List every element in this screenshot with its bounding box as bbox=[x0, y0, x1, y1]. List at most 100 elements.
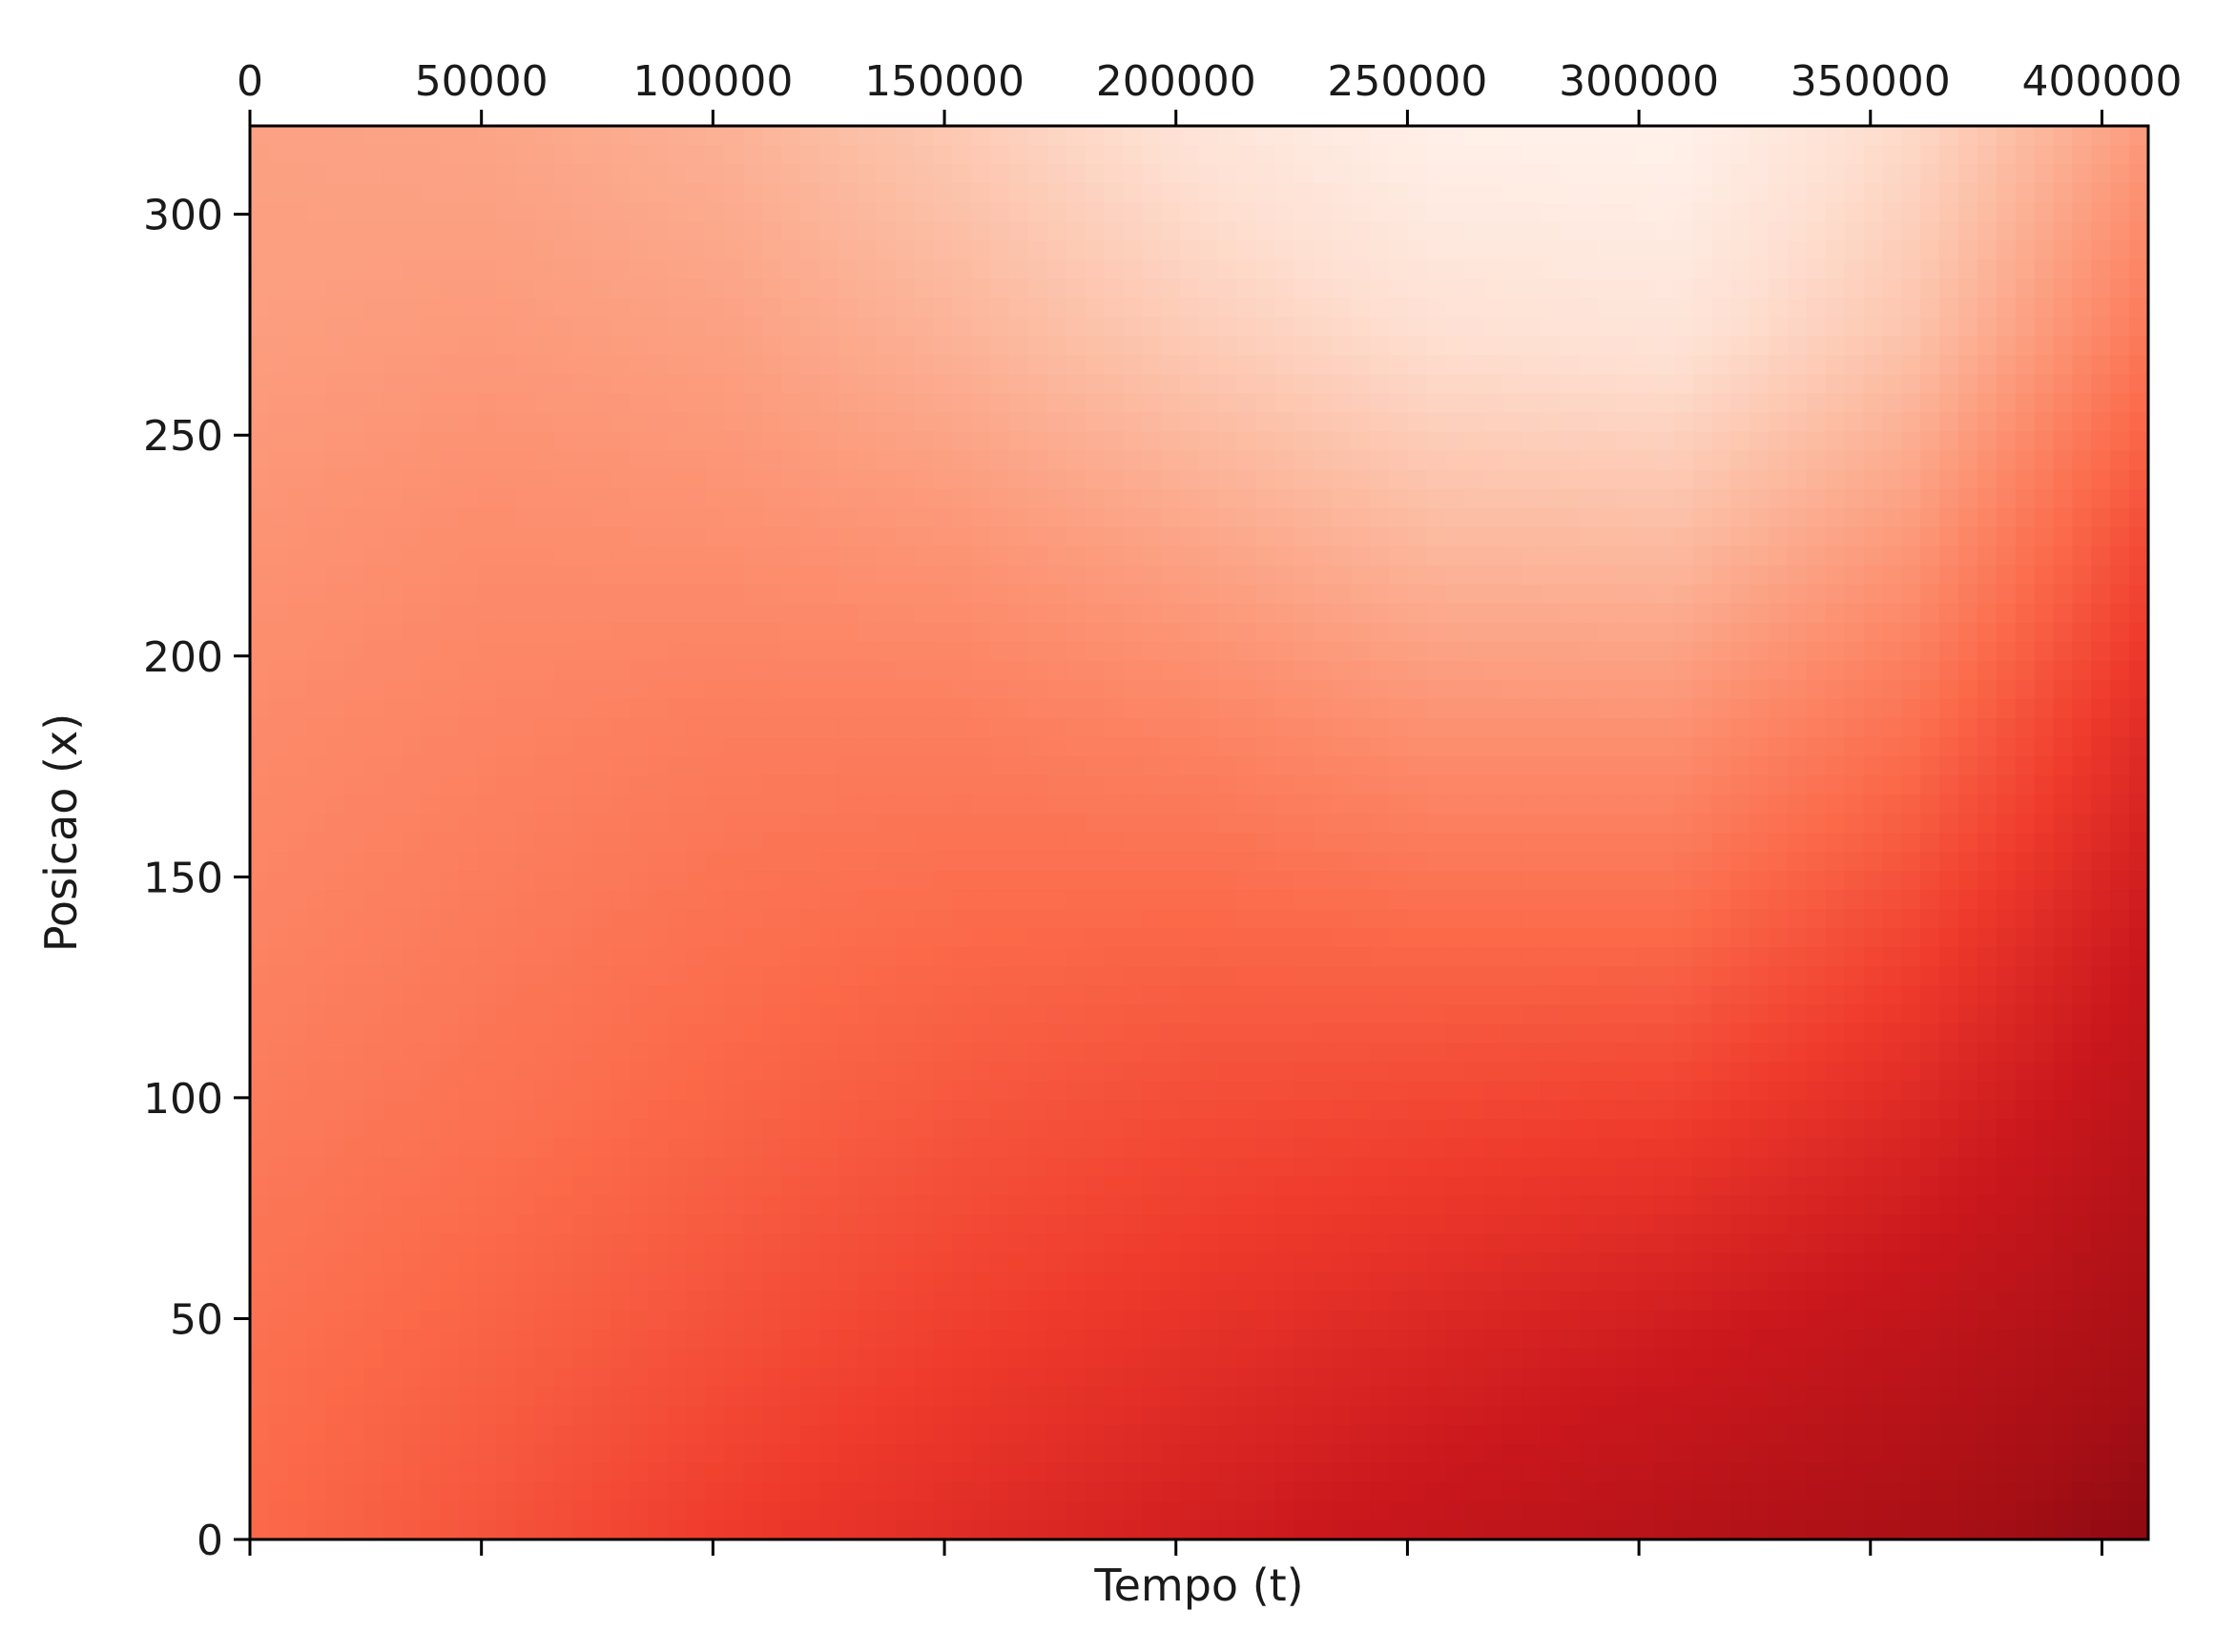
heatmap-cell bbox=[1920, 947, 1940, 967]
heatmap-cell bbox=[402, 488, 422, 509]
heatmap-cell bbox=[1597, 240, 1618, 260]
heatmap-cell bbox=[781, 679, 801, 700]
heatmap-cell bbox=[1863, 202, 1884, 222]
heatmap-cell bbox=[895, 240, 916, 260]
heatmap-cell bbox=[952, 736, 972, 757]
heatmap-cell bbox=[895, 1043, 916, 1063]
heatmap-cell bbox=[1787, 852, 1808, 872]
heatmap-cell bbox=[895, 412, 916, 433]
heatmap-cell bbox=[383, 183, 403, 203]
heatmap-cell bbox=[287, 145, 308, 165]
heatmap-cell bbox=[1085, 871, 1106, 891]
heatmap-cell bbox=[1009, 833, 1029, 853]
heatmap-cell bbox=[1046, 985, 1067, 1006]
heatmap-cell bbox=[819, 431, 839, 452]
heatmap-cell bbox=[363, 698, 384, 719]
heatmap-cell bbox=[971, 833, 991, 853]
heatmap-cell bbox=[250, 126, 270, 146]
heatmap-cell bbox=[1996, 412, 2017, 433]
heatmap-cell bbox=[1085, 1004, 1106, 1025]
heatmap-cell bbox=[1426, 947, 1447, 967]
heatmap-cell bbox=[1769, 1004, 1789, 1025]
heatmap-cell bbox=[363, 928, 384, 948]
heatmap-cell bbox=[686, 871, 707, 891]
heatmap-cell bbox=[2129, 336, 2149, 357]
heatmap-cell bbox=[686, 164, 707, 184]
heatmap-cell bbox=[800, 833, 820, 853]
heatmap-cell bbox=[534, 660, 555, 681]
heatmap-cell bbox=[1027, 698, 1048, 719]
heatmap-cell bbox=[667, 871, 688, 891]
heatmap-cell bbox=[800, 1043, 820, 1063]
heatmap-cell bbox=[1787, 833, 1808, 853]
heatmap-cell bbox=[363, 565, 384, 586]
heatmap-cell bbox=[363, 546, 384, 567]
heatmap-cell bbox=[2034, 145, 2055, 165]
heatmap-cell bbox=[1217, 393, 1238, 414]
heatmap-cell bbox=[1673, 1023, 1694, 1044]
heatmap-cell bbox=[287, 755, 308, 776]
heatmap-cell bbox=[363, 527, 384, 547]
heatmap-cell bbox=[781, 909, 801, 929]
heatmap-cell bbox=[1009, 317, 1029, 338]
heatmap-cell bbox=[1901, 584, 1921, 605]
heatmap-cell bbox=[1711, 488, 1731, 509]
heatmap-cell bbox=[1464, 431, 1485, 452]
heatmap-cell bbox=[1217, 546, 1238, 567]
heatmap-cell bbox=[1825, 183, 1846, 203]
heatmap-cell bbox=[1673, 202, 1694, 222]
heatmap-cell bbox=[1389, 794, 1409, 815]
heatmap-cell bbox=[591, 985, 611, 1006]
heatmap-cell bbox=[1370, 507, 1390, 528]
heatmap-cell bbox=[1863, 527, 1884, 547]
heatmap-cell bbox=[611, 393, 631, 414]
heatmap-cell bbox=[705, 221, 726, 241]
heatmap-cell bbox=[1294, 183, 1315, 203]
heatmap-cell bbox=[591, 660, 611, 681]
heatmap-cell bbox=[383, 622, 403, 643]
heatmap-cell bbox=[515, 298, 536, 319]
heatmap-cell bbox=[1426, 679, 1447, 700]
heatmap-cell bbox=[553, 966, 574, 987]
heatmap-cell bbox=[2072, 755, 2093, 776]
heatmap-cell bbox=[287, 1023, 308, 1044]
heatmap-cell bbox=[1313, 1023, 1334, 1044]
heatmap-cell bbox=[1445, 1062, 1466, 1083]
heatmap-cell bbox=[440, 393, 460, 414]
heatmap-cell bbox=[705, 1004, 726, 1025]
heatmap-cell bbox=[1464, 469, 1485, 490]
heatmap-cell bbox=[914, 488, 935, 509]
heatmap-cell bbox=[1066, 450, 1087, 471]
heatmap-cell bbox=[1464, 833, 1485, 853]
heatmap-cell bbox=[1920, 660, 1940, 681]
heatmap-cell bbox=[1483, 469, 1504, 490]
heatmap-cell bbox=[1920, 1062, 1940, 1083]
heatmap-cell bbox=[743, 126, 764, 146]
heatmap-cell bbox=[1560, 145, 1580, 165]
heatmap-cell bbox=[1027, 909, 1048, 929]
heatmap-cell bbox=[268, 565, 289, 586]
heatmap-cell bbox=[534, 527, 555, 547]
heatmap-cell bbox=[1863, 546, 1884, 567]
heatmap-cell bbox=[1673, 774, 1694, 795]
heatmap-cell bbox=[1046, 298, 1067, 319]
heatmap-cell bbox=[383, 1043, 403, 1063]
heatmap-cell bbox=[1579, 966, 1599, 987]
heatmap-cell bbox=[990, 928, 1010, 948]
heatmap-cell bbox=[1560, 736, 1580, 757]
heatmap-cell bbox=[1673, 794, 1694, 815]
heatmap-cell bbox=[838, 469, 859, 490]
heatmap-cell bbox=[477, 584, 498, 605]
heatmap-cell bbox=[2129, 317, 2149, 338]
heatmap-cell bbox=[1579, 374, 1599, 395]
heatmap-cell bbox=[572, 890, 592, 910]
heatmap-cell bbox=[705, 833, 726, 853]
heatmap-cell bbox=[1692, 240, 1713, 260]
heatmap-cell bbox=[914, 985, 935, 1006]
heatmap-cell bbox=[1046, 928, 1067, 948]
heatmap-cell bbox=[1009, 126, 1029, 146]
heatmap-cell bbox=[800, 164, 820, 184]
heatmap-cell bbox=[762, 221, 782, 241]
heatmap-cell bbox=[1313, 298, 1334, 319]
heatmap-cell bbox=[572, 698, 592, 719]
